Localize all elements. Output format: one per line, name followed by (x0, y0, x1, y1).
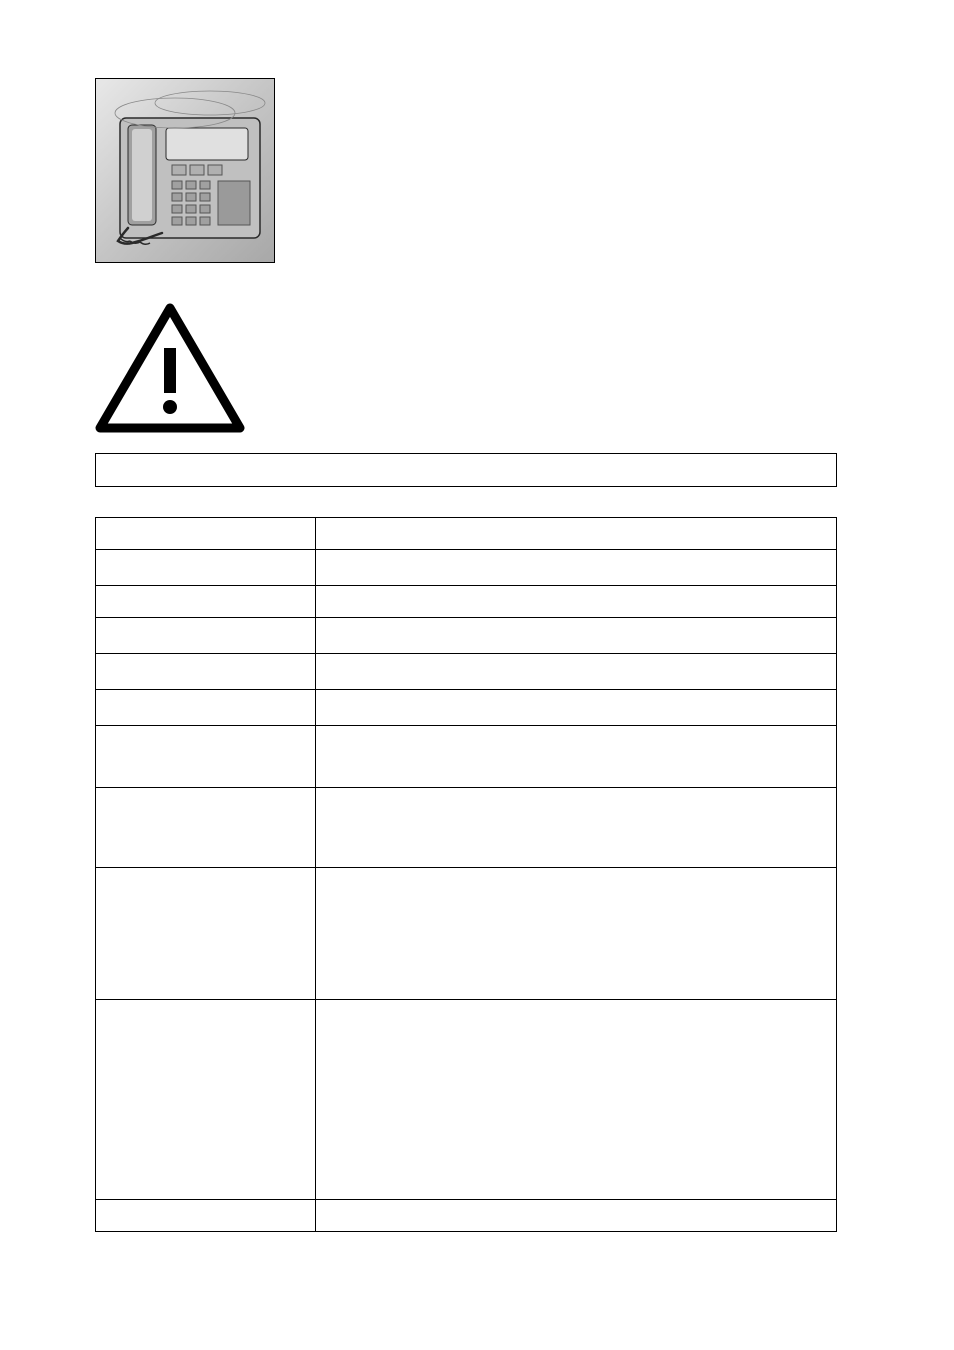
table-row (96, 1000, 837, 1200)
table-row (96, 690, 837, 726)
table-row (96, 1200, 837, 1232)
telephone-drawing (100, 83, 270, 258)
table-row (96, 788, 837, 868)
table-row (96, 868, 837, 1000)
table-row (96, 586, 837, 618)
warning-text-box (95, 453, 837, 487)
table-row (96, 518, 837, 550)
warning-triangle-icon (95, 303, 245, 433)
phone-illustration (95, 78, 275, 263)
table-row (96, 726, 837, 788)
table-row (96, 618, 837, 654)
specifications-table (95, 517, 837, 1232)
table-row (96, 550, 837, 586)
table-row (96, 654, 837, 690)
